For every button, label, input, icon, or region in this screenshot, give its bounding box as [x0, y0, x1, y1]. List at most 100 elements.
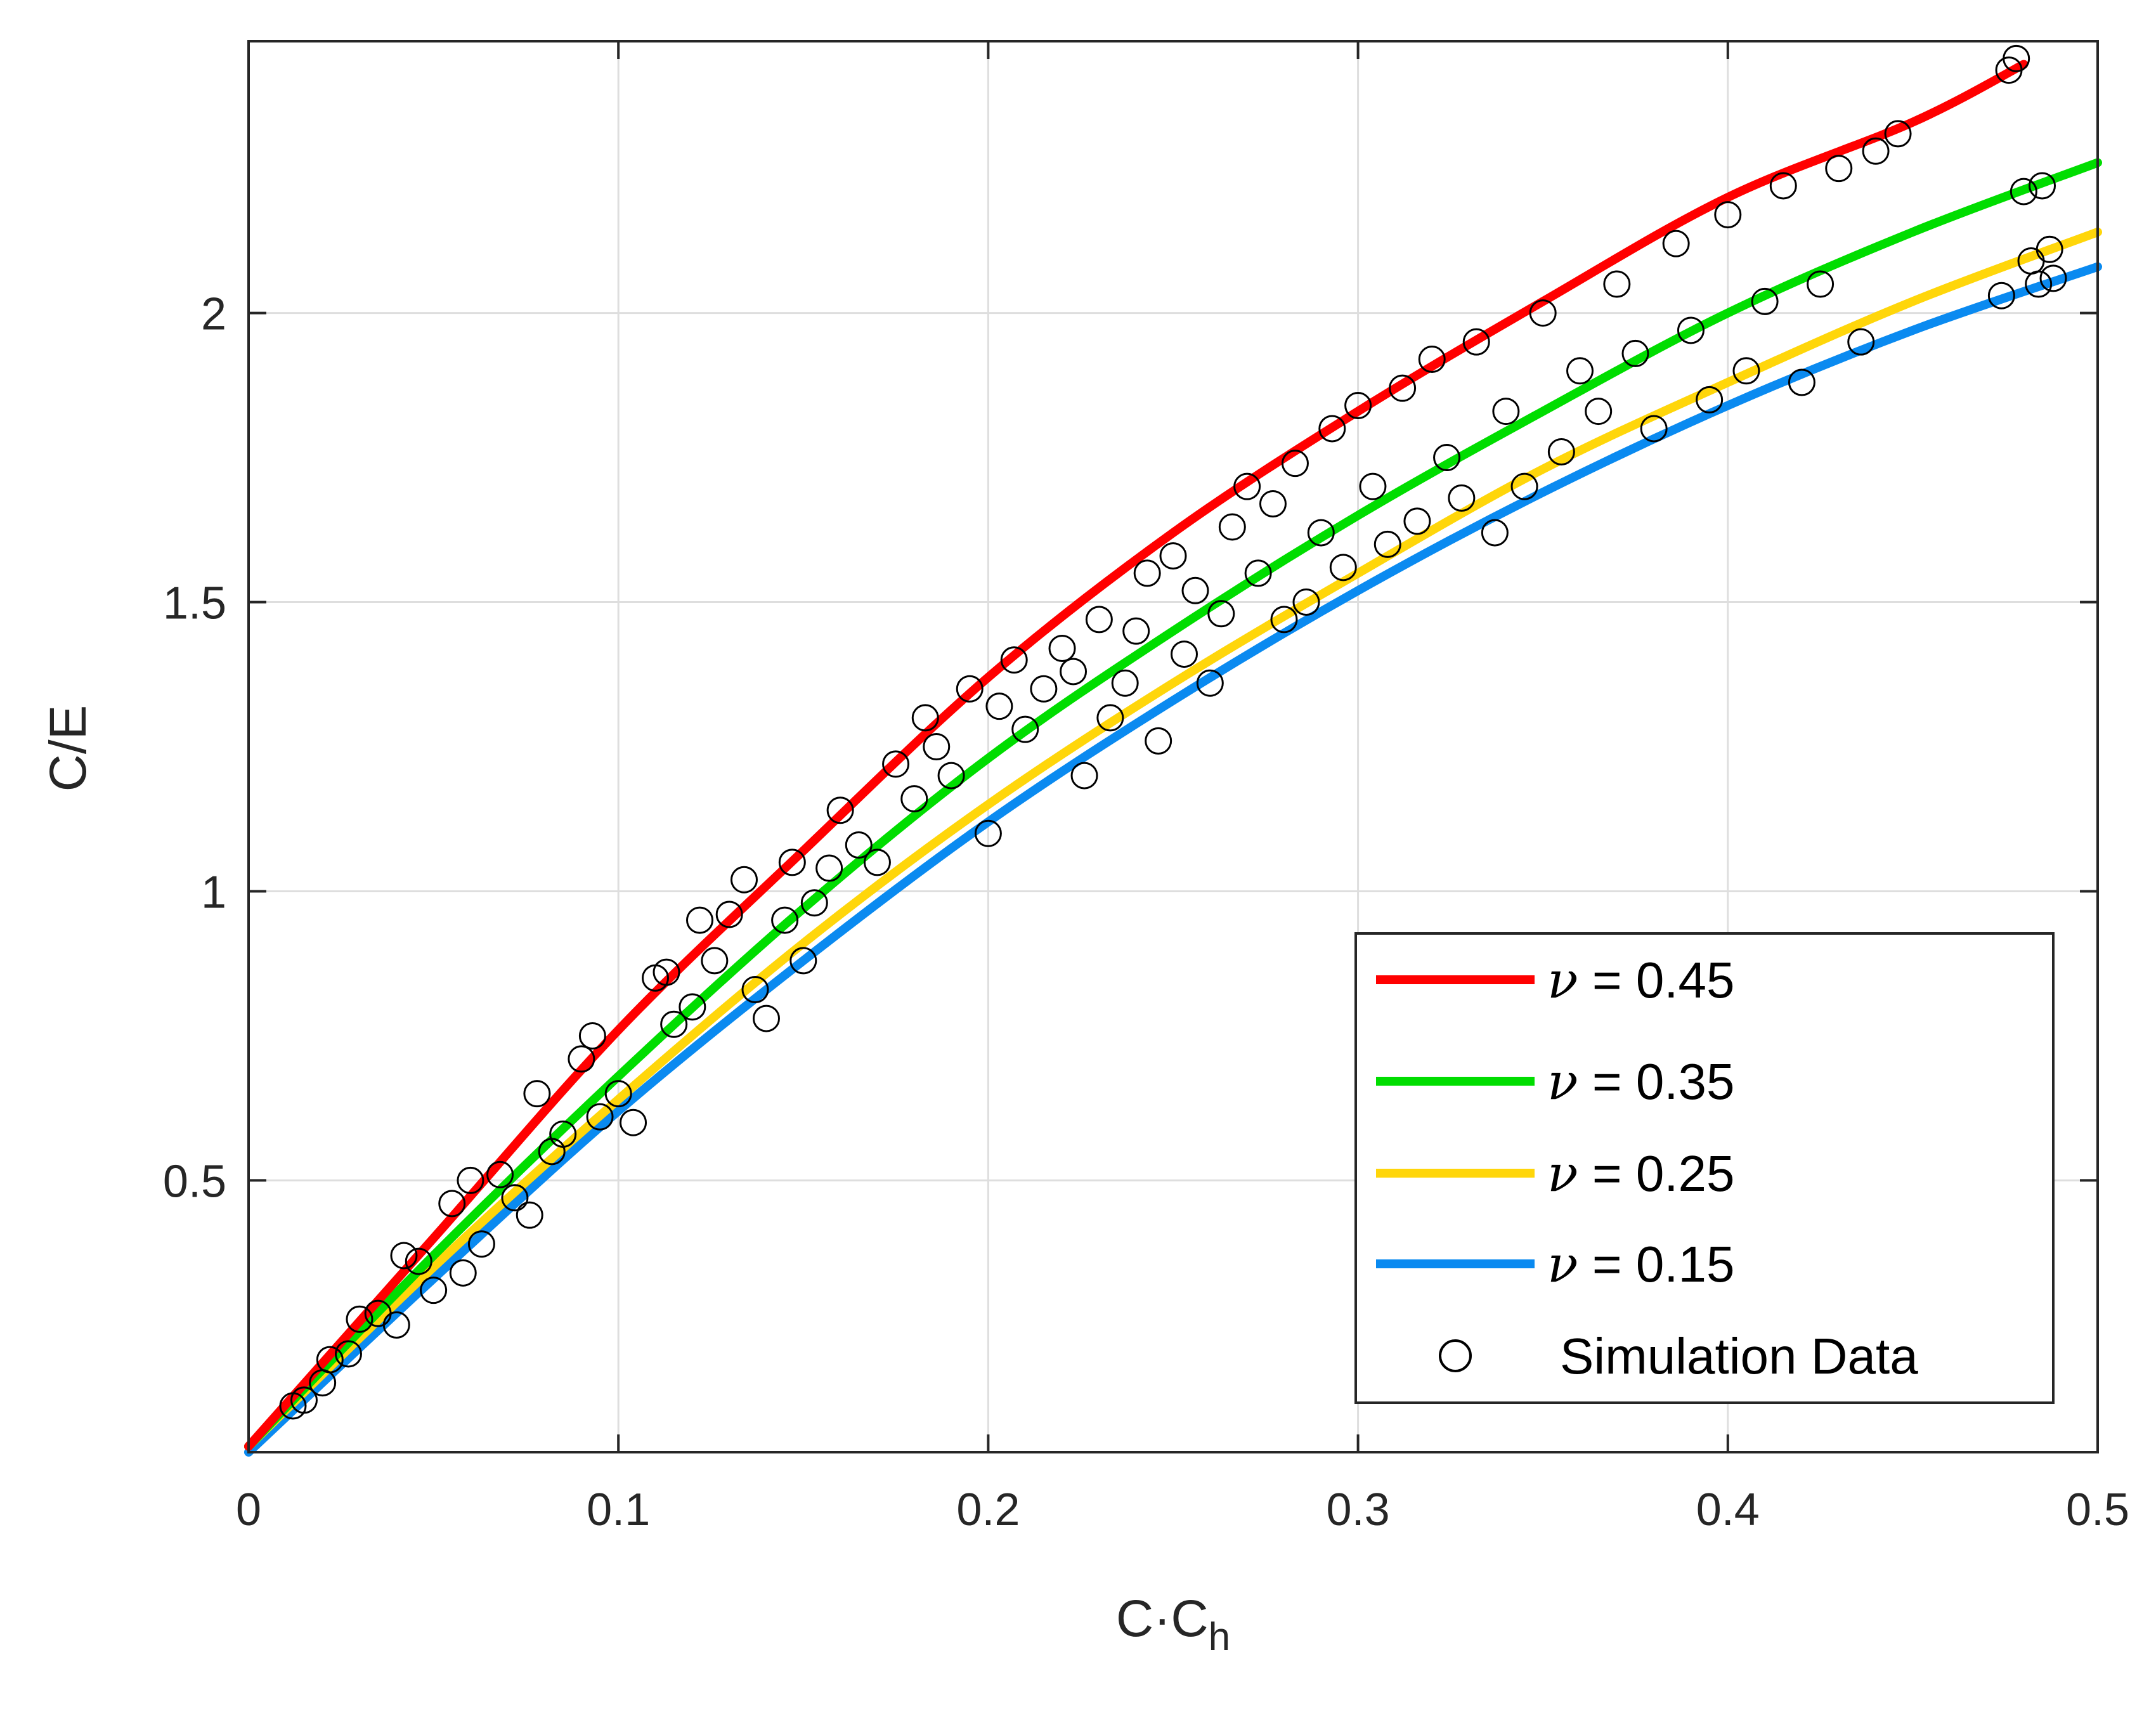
- simulation-data-point: [1133, 559, 1161, 587]
- simulation-data-point: [1048, 634, 1076, 662]
- simulation-data-point: [1233, 472, 1261, 500]
- simulation-data-point: [2003, 44, 2030, 72]
- legend-value: = 0.45: [1578, 952, 1735, 1008]
- simulation-data-point: [882, 750, 910, 778]
- legend-label: Simulation Data: [1560, 1328, 1918, 1384]
- simulation-data-point: [1329, 554, 1357, 582]
- simulation-data-point: [1359, 472, 1387, 500]
- simulation-data-point: [1807, 270, 1835, 298]
- legend-value: = 0.35: [1578, 1053, 1735, 1110]
- simulation-data-point: [956, 675, 984, 703]
- simulation-data-point: [405, 1247, 432, 1275]
- simulation-data-point: [1111, 669, 1139, 697]
- simulation-data-point: [486, 1160, 514, 1188]
- simulation-data-point: [467, 1230, 495, 1258]
- simulation-data-point: [334, 1340, 362, 1368]
- simulation-data-point: [845, 831, 873, 859]
- x-tick-label: 0.5: [2066, 1485, 2129, 1535]
- simulation-data-point: [974, 819, 1002, 847]
- simulation-data-point: [1070, 762, 1098, 790]
- simulation-data-point: [2010, 178, 2037, 205]
- y-tick-label: 2: [201, 289, 226, 340]
- simulation-data-point: [568, 1045, 595, 1073]
- simulation-data-point: [1448, 484, 1476, 512]
- simulation-data-point: [290, 1386, 318, 1414]
- y-axis-label: C/E: [39, 705, 97, 792]
- simulation-data-point: [1462, 328, 1490, 356]
- series-lines: [244, 60, 2102, 1457]
- legend-label: ν = 0.35: [1547, 1052, 1735, 1111]
- simulation-data-point: [346, 1305, 373, 1333]
- y-tick-label: 1: [201, 867, 226, 918]
- series-line-045: [244, 60, 2029, 1451]
- simulation-data-point: [660, 1010, 688, 1038]
- simulation-data-point: [1566, 357, 1594, 385]
- x-tick-label: 0.2: [956, 1485, 1020, 1535]
- simulation-data-point: [1987, 282, 2015, 309]
- simulation-data-point: [420, 1277, 448, 1304]
- simulation-data-point: [316, 1346, 344, 1374]
- simulation-data-point: [1529, 299, 1557, 327]
- legend-nu-symbol: ν: [1547, 1144, 1578, 1203]
- simulation-data-point: [2025, 270, 2053, 298]
- simulation-data-point: [863, 848, 891, 876]
- legend-label: ν = 0.15: [1547, 1235, 1735, 1294]
- simulation-data-point: [715, 900, 743, 928]
- x-tick-label: 0.4: [1696, 1485, 1760, 1535]
- simulation-data-point: [604, 1080, 632, 1108]
- simulation-data-point: [985, 692, 1013, 720]
- legend: ν = 0.45ν = 0.35ν = 0.25ν = 0.15Simulati…: [1354, 932, 2055, 1404]
- simulation-data-point: [2039, 264, 2067, 292]
- simulation-data-point: [438, 1190, 466, 1218]
- simulation-data-point: [1196, 669, 1224, 697]
- simulation-data-point: [390, 1242, 418, 1270]
- legend-value: = 0.15: [1578, 1236, 1735, 1292]
- simulation-data-point: [1862, 137, 1890, 165]
- simulation-data-point: [1714, 201, 1742, 229]
- simulation-data-point: [1060, 658, 1088, 686]
- simulation-data-point: [1030, 675, 1058, 703]
- simulation-data-point: [1547, 438, 1575, 465]
- simulation-data-point: [449, 1259, 477, 1287]
- simulation-data-point: [1145, 727, 1172, 755]
- simulation-data-point: [701, 947, 729, 975]
- simulation-data-point: [1884, 120, 1912, 148]
- x-tick-label: 0: [236, 1485, 261, 1535]
- simulation-data-point: [382, 1311, 410, 1339]
- legend-nu-symbol: ν: [1547, 951, 1578, 1010]
- simulation-data-point: [752, 1004, 780, 1032]
- series-line-035: [244, 158, 2102, 1451]
- simulation-data-point: [1389, 374, 1417, 402]
- simulation-data-point: [2036, 235, 2063, 263]
- simulation-data-point: [730, 866, 758, 894]
- series-line-025: [244, 227, 2102, 1451]
- x-axis-label-main: C·C: [1116, 1590, 1209, 1648]
- x-axis-label-subscript: h: [1209, 1615, 1230, 1659]
- simulation-data-point: [778, 848, 806, 876]
- simulation-data-point: [1096, 704, 1124, 732]
- simulation-data-point: [826, 796, 854, 824]
- simulation-data-point: [1732, 357, 1760, 385]
- simulation-data-point: [1281, 450, 1309, 478]
- simulation-data-point: [1259, 490, 1287, 518]
- legend-nu-symbol: ν: [1547, 1052, 1578, 1111]
- simulation-data-point: [1492, 398, 1520, 426]
- simulation-data-point: [1122, 617, 1150, 645]
- legend-box: [1354, 932, 2055, 1404]
- simulation-data-point: [1621, 339, 1649, 367]
- simulation-data-markers: [279, 44, 2067, 1420]
- simulation-data-point: [923, 733, 951, 760]
- simulation-data-point: [1825, 155, 1853, 183]
- simulation-data-point: [1181, 576, 1209, 604]
- simulation-data-point: [1662, 230, 1690, 257]
- simulation-data-point: [815, 854, 843, 882]
- simulation-data-point: [800, 889, 828, 917]
- simulation-data-point: [586, 1103, 614, 1131]
- legend-nu-symbol: ν: [1547, 1235, 1578, 1294]
- simulation-data-point: [1510, 472, 1538, 500]
- simulation-data-point: [1373, 530, 1401, 558]
- simulation-data-point: [653, 958, 680, 986]
- simulation-data-point: [1000, 646, 1028, 674]
